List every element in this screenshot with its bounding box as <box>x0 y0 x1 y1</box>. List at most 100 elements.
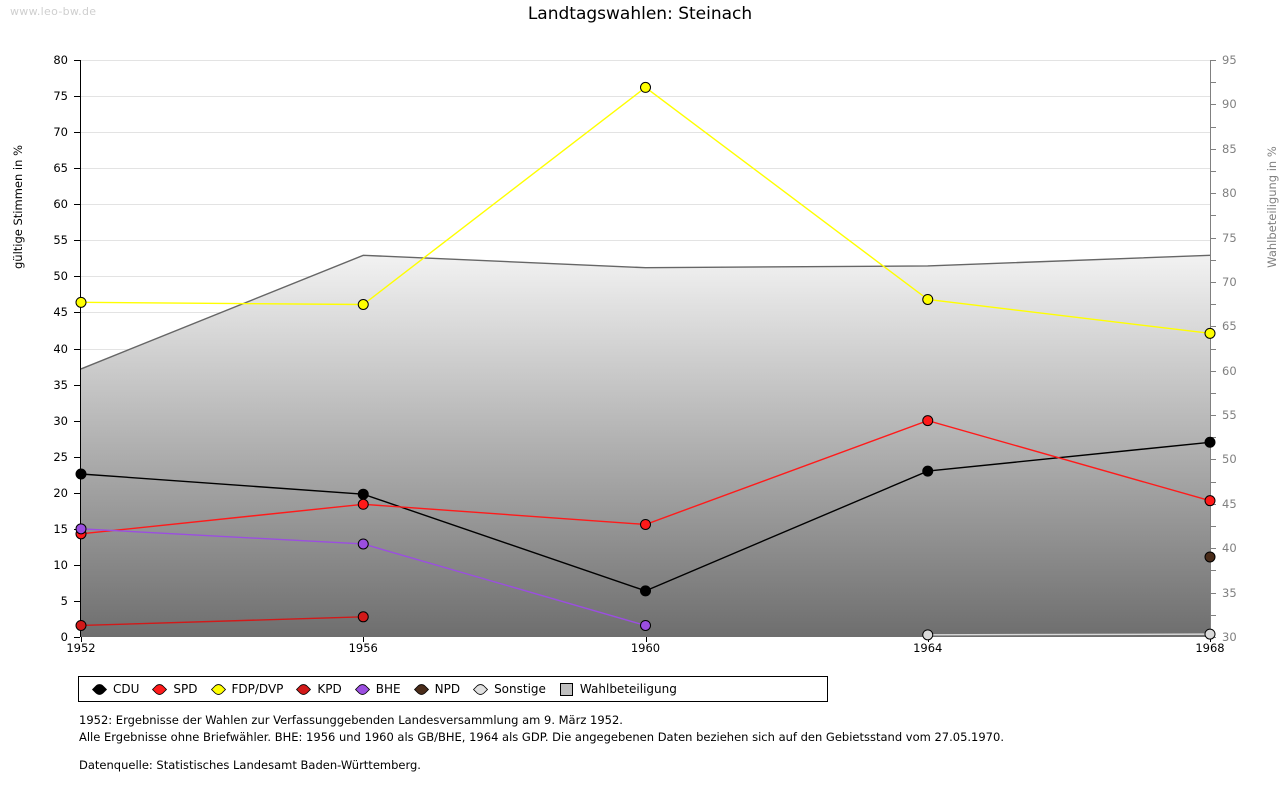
y-tick-mark-left <box>74 456 80 458</box>
legend-label: FDP/DVP <box>231 682 284 696</box>
y-tick-mark-right <box>1210 259 1216 261</box>
y-tick-label-left: 35 <box>53 377 68 392</box>
x-tick-label: 1956 <box>348 641 378 655</box>
y-tick-label-right: 85 <box>1222 141 1237 156</box>
legend-diamond-icon <box>91 681 108 697</box>
plot-border <box>80 60 1210 637</box>
y-tick-label-right: 40 <box>1222 541 1237 556</box>
y-tick-mark-right <box>1210 459 1216 461</box>
legend-label: Sonstige <box>494 682 546 696</box>
y-tick-label-right: 60 <box>1222 363 1237 378</box>
legend-item-fdp-dvp[interactable]: FDP/DVP <box>210 681 284 697</box>
x-tick-mark <box>81 637 82 642</box>
legend-diamond-icon <box>210 681 226 697</box>
y-tick-mark-right <box>1210 126 1216 128</box>
legend-item-spd[interactable]: SPD <box>152 681 198 697</box>
y-tick-label-left: 0 <box>60 630 68 644</box>
y-tick-label-left: 65 <box>53 161 68 176</box>
x-tick-label: 1952 <box>66 641 96 655</box>
y-tick-mark-right <box>1210 392 1216 394</box>
y-tick-mark-right <box>1210 281 1216 283</box>
y-tick-label-left: 25 <box>53 449 68 464</box>
y-tick-mark-right <box>1210 326 1216 328</box>
footnotes: 1952: Ergebnisse der Wahlen zur Verfassu… <box>79 712 1179 774</box>
y-tick-mark-left <box>74 420 80 422</box>
watermark: www.leo-bw.de <box>10 5 97 18</box>
y-tick-mark-right <box>1210 548 1216 550</box>
legend-item-npd[interactable]: NPD <box>413 681 460 697</box>
y-tick-label-left: 55 <box>53 233 68 248</box>
x-tick-label: 1968 <box>1195 641 1225 655</box>
y-tick-label-right: 65 <box>1222 319 1237 334</box>
legend-label: SPD <box>173 682 198 696</box>
y-tick-label-left: 50 <box>53 269 68 284</box>
legend-item-kpd[interactable]: KPD <box>296 681 342 697</box>
y-tick-mark-right <box>1210 215 1216 217</box>
y-tick-label-left: 30 <box>53 413 68 428</box>
y-tick-label-left: 40 <box>53 341 68 356</box>
x-tick-mark <box>645 637 647 642</box>
y-tick-mark-left <box>74 384 80 386</box>
legend-diamond-icon <box>296 681 312 697</box>
y-tick-mark-right <box>1210 170 1216 172</box>
y-tick-label-left: 75 <box>53 89 68 104</box>
y-tick-label-right: 80 <box>1222 186 1237 201</box>
y-tick-mark-left <box>74 637 80 638</box>
y-tick-mark-right <box>1210 481 1216 483</box>
y-tick-mark-left <box>74 564 80 566</box>
y-tick-mark-right <box>1210 570 1216 572</box>
y-tick-label-left: 80 <box>53 53 68 67</box>
y-tick-label-right: 50 <box>1222 452 1237 467</box>
y-tick-mark-left <box>74 600 80 602</box>
footnote-line-2: Alle Ergebnisse ohne Briefwähler. BHE: 1… <box>79 730 1004 744</box>
y-tick-mark-left <box>74 60 80 61</box>
y-tick-mark-left <box>74 168 80 170</box>
legend-item-wahlbeteiligung[interactable]: Wahlbeteiligung <box>559 682 677 696</box>
y-tick-mark-left <box>74 240 80 242</box>
y-tick-mark-left <box>74 96 80 98</box>
y-tick-label-right: 90 <box>1222 97 1237 112</box>
legend-item-cdu[interactable]: CDU <box>91 681 140 697</box>
footnote-line-1: 1952: Ergebnisse der Wahlen zur Verfassu… <box>79 713 623 727</box>
legend-label: Wahlbeteiligung <box>579 682 677 696</box>
y-tick-mark-right <box>1210 82 1216 84</box>
y-tick-label-right: 55 <box>1222 408 1237 423</box>
y-tick-mark-left <box>74 492 80 494</box>
y-tick-label-left: 20 <box>53 485 68 500</box>
page-title: Landtagswahlen: Steinach <box>527 4 753 24</box>
y-tick-mark-right <box>1210 592 1216 594</box>
legend-label: BHE <box>375 682 401 696</box>
y-tick-label-right: 95 <box>1222 53 1237 67</box>
legend-item-sonstige[interactable]: Sonstige <box>473 681 546 697</box>
y-tick-mark-left <box>74 348 80 350</box>
y-tick-label-left: 15 <box>53 521 68 536</box>
y-tick-mark-right <box>1210 304 1216 306</box>
x-tick-mark <box>363 637 365 642</box>
legend-diamond-icon <box>354 681 370 697</box>
y-tick-label-right: 70 <box>1222 274 1237 289</box>
y-tick-label-right: 30 <box>1222 630 1237 644</box>
y-tick-label-left: 5 <box>60 593 68 608</box>
legend: CDU SPD FDP/DVP KPD BHE NPD Sonstige Wahlbeteil… <box>78 676 828 702</box>
y-tick-mark-right <box>1210 348 1216 350</box>
x-tick-label: 1960 <box>630 641 661 655</box>
y-tick-mark-right <box>1210 614 1216 616</box>
y-tick-mark-left <box>74 276 80 278</box>
y-tick-label-right: 35 <box>1222 585 1237 600</box>
y-tick-mark-right <box>1210 526 1216 528</box>
x-tick-label: 1964 <box>913 641 943 655</box>
gridline <box>81 60 1210 61</box>
y-tick-label-left: 70 <box>53 125 68 140</box>
y-tick-mark-right <box>1210 60 1216 61</box>
y-tick-label-right: 45 <box>1222 496 1237 511</box>
plot-area <box>80 60 1210 637</box>
legend-diamond-icon <box>473 681 489 697</box>
y-axis-right-spine <box>1210 60 1211 637</box>
legend-label: CDU <box>113 682 140 696</box>
y-tick-label-left: 10 <box>53 557 68 572</box>
y-axis-right-title: Wahlbeteiligung in % <box>1265 146 1279 268</box>
y-tick-mark-right <box>1210 370 1216 372</box>
y-tick-label-right: 75 <box>1222 230 1237 245</box>
legend-item-bhe[interactable]: BHE <box>354 681 401 697</box>
